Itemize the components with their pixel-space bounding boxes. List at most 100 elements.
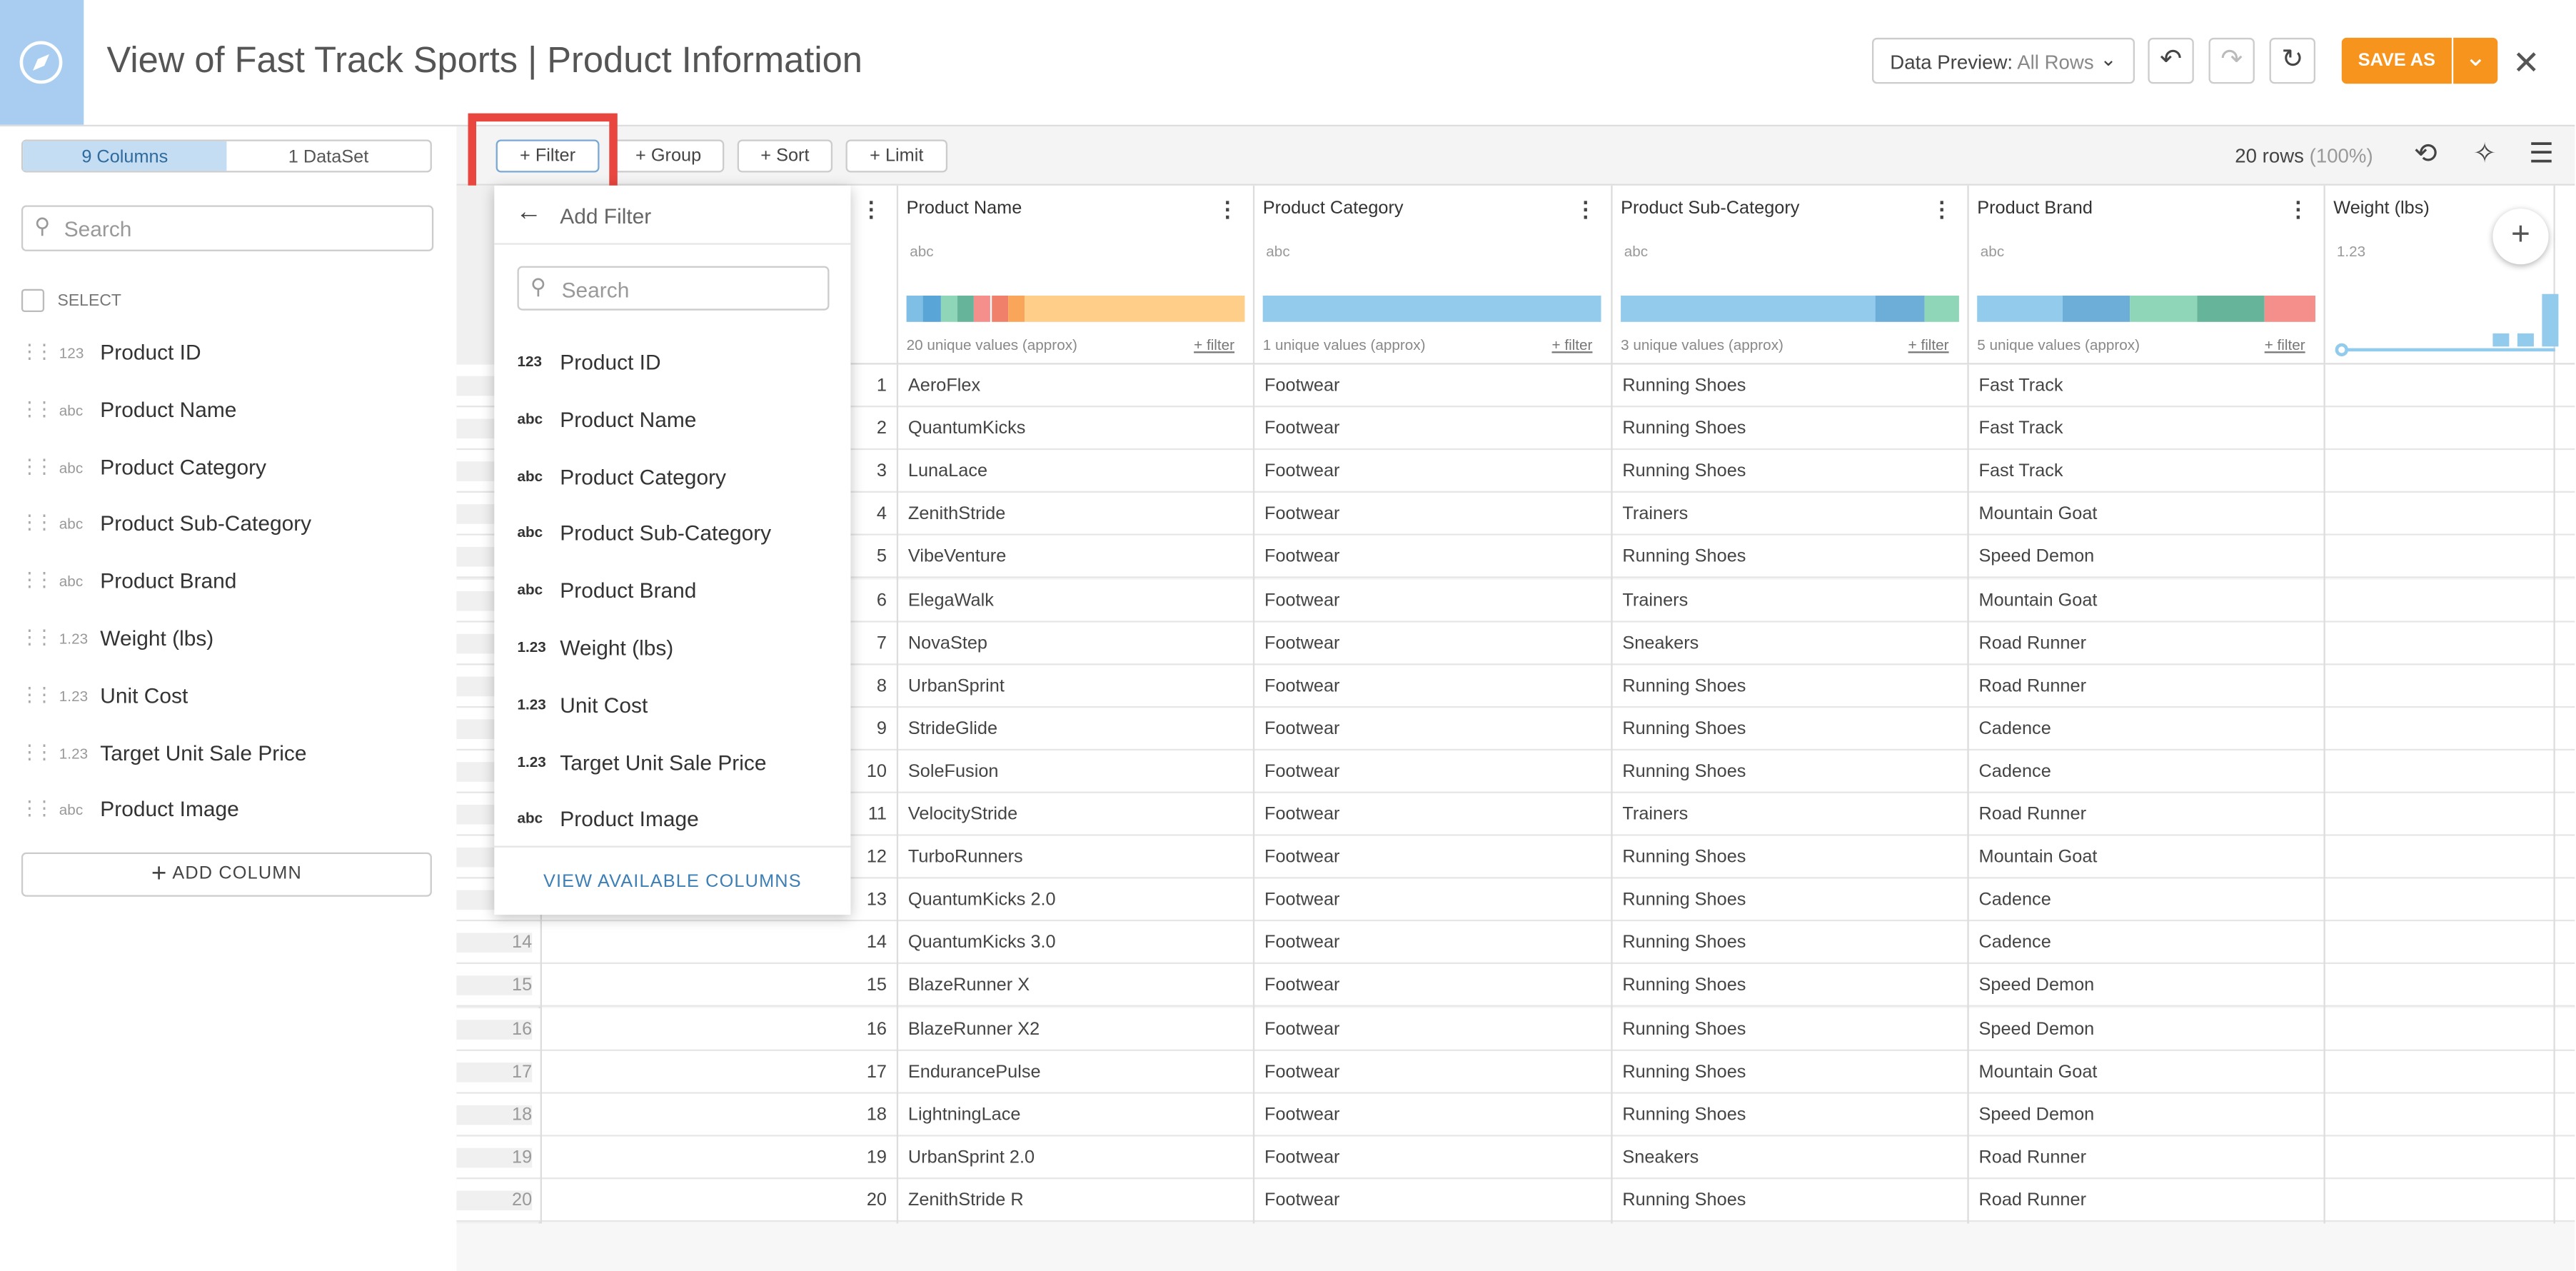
toolbar-button[interactable]: + Filter xyxy=(495,139,600,173)
cell[interactable]: Footwear xyxy=(1264,590,1340,611)
cell[interactable]: 12 xyxy=(866,848,887,868)
column-name[interactable]: Product Category xyxy=(100,454,266,479)
cell[interactable]: Running Shoes xyxy=(1622,1190,1746,1210)
column-header[interactable]: Product Name xyxy=(906,199,1022,218)
cell[interactable]: Footwear xyxy=(1264,805,1340,825)
cell[interactable]: Running Shoes xyxy=(1622,376,1746,396)
cell[interactable]: Mountain Goat xyxy=(1978,504,2098,525)
cell[interactable]: Fast Track xyxy=(1978,461,2063,482)
cell[interactable]: Footwear xyxy=(1264,890,1340,910)
logo[interactable] xyxy=(0,0,84,125)
cell[interactable]: Sneakers xyxy=(1622,633,1699,653)
cell[interactable]: 16 xyxy=(866,1019,887,1039)
cell[interactable]: VibeVenture xyxy=(907,547,1007,568)
menu-item[interactable]: Product Image xyxy=(560,807,699,832)
cell[interactable]: Running Shoes xyxy=(1622,933,1746,953)
column-menu[interactable]: ⋮ xyxy=(1931,197,1953,222)
cell[interactable]: VelocityStride xyxy=(907,805,1018,825)
cell[interactable]: 1 xyxy=(876,376,887,396)
data-preview[interactable]: Data Preview: All Rows ⌄ xyxy=(1872,37,2135,84)
menu-item[interactable]: Product ID xyxy=(560,349,661,375)
column-header[interactable]: Weight (lbs) xyxy=(2333,199,2430,218)
column-name[interactable]: Product Sub-Category xyxy=(100,511,312,536)
cell[interactable]: ZenithStride xyxy=(907,504,1006,525)
view-columns-link[interactable]: VIEW AVAILABLE COLUMNS xyxy=(543,872,802,892)
cell[interactable]: Footwear xyxy=(1264,848,1340,868)
cell[interactable]: 4 xyxy=(876,504,887,525)
cell[interactable]: StrideGlide xyxy=(907,718,998,739)
cell[interactable]: 10 xyxy=(866,761,887,782)
menu-item[interactable]: Product Name xyxy=(560,406,697,432)
cell[interactable]: Footwear xyxy=(1264,933,1340,953)
menu-item[interactable]: Product Brand xyxy=(560,578,697,603)
cell[interactable]: Trainers xyxy=(1622,504,1689,525)
profile-filter[interactable]: + filter xyxy=(1551,336,1593,353)
cell[interactable]: TurboRunners xyxy=(907,848,1023,868)
cell[interactable]: 17 xyxy=(866,1062,887,1082)
cell[interactable]: 11 xyxy=(867,805,887,825)
close[interactable]: ✕ xyxy=(2512,46,2540,82)
cell[interactable]: Running Shoes xyxy=(1622,418,1746,439)
drag-handle[interactable]: ⋮⋮ xyxy=(19,740,54,763)
cell[interactable]: Speed Demon xyxy=(1978,1019,2095,1039)
cell[interactable]: Speed Demon xyxy=(1978,976,2095,996)
cell[interactable]: Footwear xyxy=(1264,547,1340,568)
cell[interactable]: QuantumKicks 3.0 xyxy=(907,933,1056,953)
cell[interactable]: Trainers xyxy=(1622,805,1689,825)
cell[interactable]: Footwear xyxy=(1264,1062,1340,1082)
menu-item[interactable]: Target Unit Sale Price xyxy=(560,750,767,775)
cell[interactable]: Mountain Goat xyxy=(1978,590,2098,611)
save-menu[interactable]: ⌄ xyxy=(2453,37,2498,84)
cell[interactable]: 19 xyxy=(866,1147,887,1167)
cell[interactable]: Cadence xyxy=(1978,890,2051,910)
cell[interactable]: 8 xyxy=(876,675,887,696)
cell[interactable]: Road Runner xyxy=(1978,805,2087,825)
cell[interactable]: Cadence xyxy=(1978,933,2051,953)
cell[interactable]: Footwear xyxy=(1264,1105,1340,1125)
drag-handle[interactable]: ⋮⋮ xyxy=(19,397,54,421)
column-name[interactable]: Product Brand xyxy=(100,568,237,593)
menu-item[interactable]: Product Sub-Category xyxy=(560,521,772,546)
cell[interactable]: Road Runner xyxy=(1978,1190,2087,1210)
cell[interactable]: Fast Track xyxy=(1978,418,2063,439)
drag-handle[interactable]: ⋮⋮ xyxy=(19,683,54,706)
toolbar-button[interactable]: + Sort xyxy=(737,139,833,173)
drag-handle[interactable]: ⋮⋮ xyxy=(19,511,54,535)
cell[interactable]: 2 xyxy=(876,418,887,439)
column-name[interactable]: Product Name xyxy=(100,397,237,422)
magic-icon[interactable]: ✧ xyxy=(2472,138,2497,169)
cell[interactable]: Speed Demon xyxy=(1978,1105,2095,1125)
select-checkbox[interactable] xyxy=(21,288,45,312)
cell[interactable]: 18 xyxy=(866,1105,887,1125)
cell[interactable]: Mountain Goat xyxy=(1978,848,2098,868)
cell[interactable]: 5 xyxy=(876,547,887,568)
cell[interactable]: LightningLace xyxy=(907,1105,1021,1125)
cell[interactable]: Footwear xyxy=(1264,418,1340,439)
cell[interactable]: BlazeRunner X2 xyxy=(907,1019,1040,1039)
cell[interactable]: LunaLace xyxy=(907,461,988,482)
cell[interactable]: 15 xyxy=(866,976,887,996)
cell[interactable]: Fast Track xyxy=(1978,376,2063,396)
cell[interactable]: QuantumKicks xyxy=(907,418,1026,439)
save-as[interactable]: SAVE AS xyxy=(2341,37,2452,84)
column-name[interactable]: Product ID xyxy=(100,340,201,365)
cell[interactable]: EndurancePulse xyxy=(907,1062,1041,1082)
cell[interactable]: Running Shoes xyxy=(1622,675,1746,696)
cell[interactable]: Running Shoes xyxy=(1622,1062,1746,1082)
cell[interactable]: Footwear xyxy=(1264,718,1340,739)
menu-item[interactable]: Product Category xyxy=(560,463,726,489)
cell[interactable]: Footwear xyxy=(1264,1147,1340,1167)
cell[interactable]: Speed Demon xyxy=(1978,547,2095,568)
column-menu[interactable]: ⋮ xyxy=(1217,197,1239,222)
cell[interactable]: 9 xyxy=(876,718,887,739)
cell[interactable]: Footwear xyxy=(1264,761,1340,782)
cell[interactable]: Cadence xyxy=(1978,761,2051,782)
toolbar-button[interactable]: + Limit xyxy=(845,139,948,173)
drag-handle[interactable]: ⋮⋮ xyxy=(19,626,54,649)
column-menu[interactable]: ⋮ xyxy=(1574,197,1596,222)
cell[interactable]: Road Runner xyxy=(1978,675,2087,696)
profile-filter[interactable]: + filter xyxy=(2264,336,2305,353)
column-header[interactable]: Product Category xyxy=(1262,199,1404,218)
cell[interactable]: Sneakers xyxy=(1622,1147,1699,1167)
column-search[interactable]: ⚲ Search xyxy=(21,205,434,251)
